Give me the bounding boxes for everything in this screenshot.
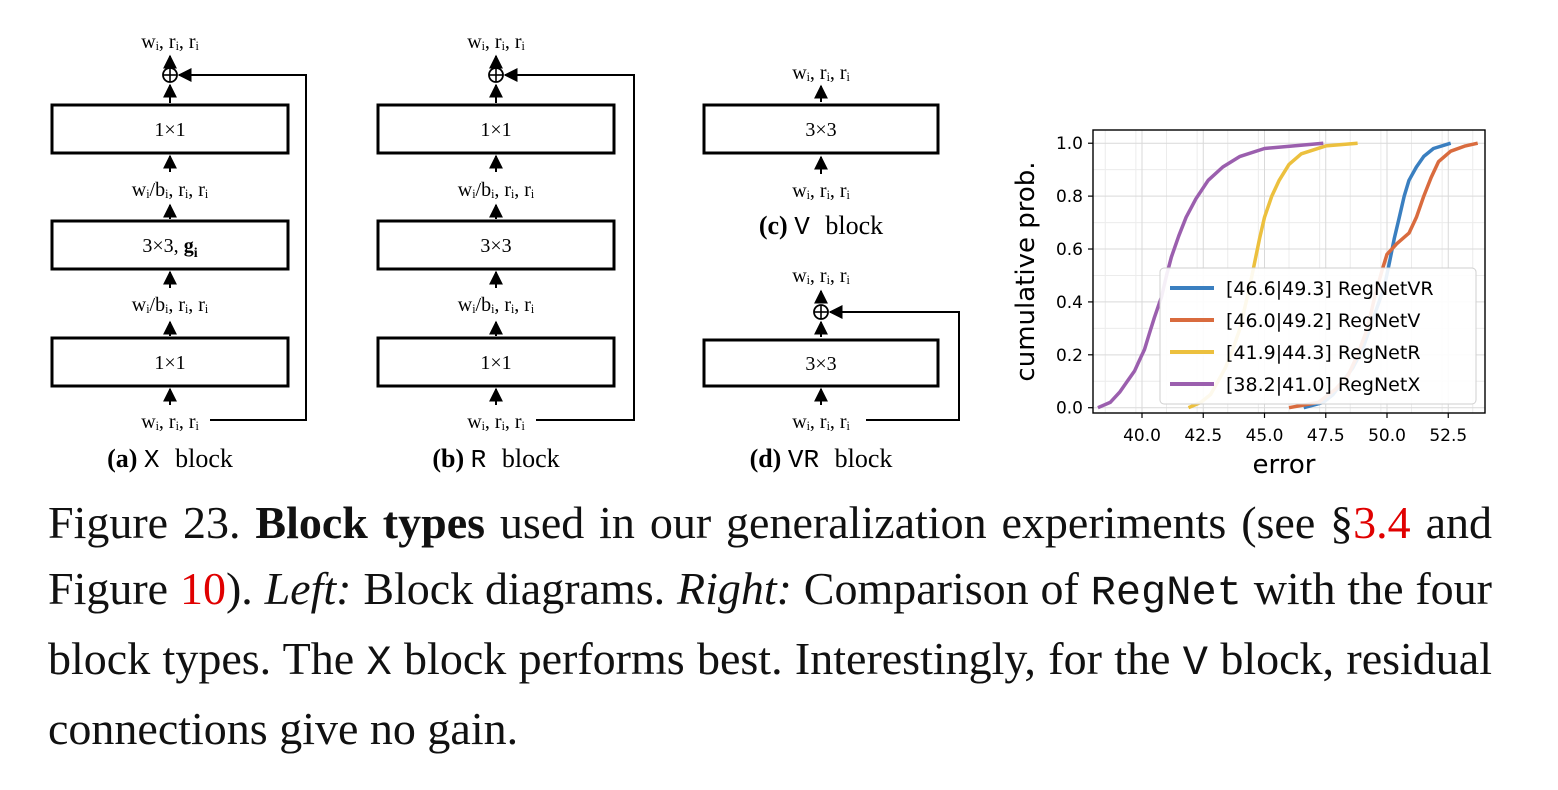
caption-figure-label: Figure 23. bbox=[48, 497, 256, 548]
figure-caption: Figure 23. Block types used in our gener… bbox=[48, 490, 1492, 762]
y-tick-label-4: 0.8 bbox=[1056, 187, 1083, 207]
plot-frame bbox=[1092, 129, 1486, 414]
block-r-title: (b) R block bbox=[432, 444, 559, 475]
block-r-conv3x3-box bbox=[376, 219, 616, 271]
y-tick-label-0: 0.0 bbox=[1056, 399, 1083, 419]
block-x-conv1x1-top-label: 1×1 bbox=[154, 119, 185, 141]
block-r-conv3x3-label: 3×3 bbox=[480, 235, 511, 257]
x-axis-label: error bbox=[1253, 450, 1316, 480]
block-x-output-label: wᵢ, rᵢ, rᵢ bbox=[141, 31, 199, 53]
caption-text-3: ). bbox=[225, 563, 265, 614]
x-tick-label-4: 50.0 bbox=[1368, 426, 1406, 446]
cumulative-error-chart: 40.0 42.5 45.0 47.5 50.0 52.5 0.0 0.2 0.4 0.6 0.8 1… bbox=[1011, 129, 1486, 480]
caption-x-block-name: X bbox=[366, 639, 392, 687]
caption-section-ref[interactable]: 3.4 bbox=[1353, 497, 1411, 548]
caption-text-4: Block diagrams. bbox=[351, 563, 677, 614]
block-vr-conv3x3-box bbox=[702, 338, 940, 388]
block-r-bottleneck-label-1: wᵢ/bᵢ, rᵢ, rᵢ bbox=[458, 179, 535, 201]
block-vr-output-label: wᵢ, rᵢ, rᵢ bbox=[792, 265, 850, 287]
block-r-conv1x1-bottom-label: 1×1 bbox=[480, 352, 511, 374]
caption-v-block-name: V bbox=[1182, 639, 1208, 687]
block-v-conv3x3-label: 3×3 bbox=[805, 119, 836, 141]
block-vr-input-label: wᵢ, rᵢ, rᵢ bbox=[792, 411, 850, 433]
caption-text-7: block performs best. Interestingly, for … bbox=[391, 633, 1183, 684]
block-x-sum-node bbox=[162, 67, 178, 83]
block-r-conv1x1-top-box bbox=[376, 103, 616, 155]
caption-figure-ref[interactable]: 10 bbox=[179, 563, 226, 614]
y-tick-label-2: 0.4 bbox=[1056, 293, 1083, 313]
block-r-sum-node bbox=[488, 67, 504, 83]
caption-text-6: with the four block types. The bbox=[48, 563, 1492, 684]
y-tick-label-3: 0.6 bbox=[1056, 240, 1083, 260]
block-x-conv1x1-bottom-box bbox=[50, 336, 290, 388]
y-tick-label-1: 0.2 bbox=[1056, 346, 1083, 366]
x-tick-label-1: 42.5 bbox=[1184, 426, 1222, 446]
legend-entry-2: [41.9|44.3] RegNetR bbox=[1226, 342, 1421, 364]
block-x-conv1x1-top-box bbox=[50, 103, 290, 155]
block-r-conv1x1-top-label: 1×1 bbox=[480, 119, 511, 141]
block-r-conv1x1-bottom-box bbox=[376, 336, 616, 388]
block-vr-conv3x3-label: 3×3 bbox=[805, 353, 836, 375]
block-v-title: (c) V block bbox=[759, 211, 883, 242]
block-r-bottleneck-label-2: wᵢ/bᵢ, rᵢ, rᵢ bbox=[458, 294, 535, 316]
block-x-skip-connection bbox=[177, 68, 307, 421]
block-vr-sum-node bbox=[813, 304, 829, 320]
block-diagrams: wᵢ, rᵢ, rᵢ 1×1 wᵢ/bᵢ, rᵢ, rᵢ 3×3, gi wᵢ/bᵢ, … bbox=[50, 31, 960, 475]
block-r-skip-connection bbox=[503, 68, 635, 421]
legend-entry-1: [46.0|49.2] RegNetV bbox=[1226, 310, 1420, 332]
x-tick-label-2: 45.0 bbox=[1246, 426, 1284, 446]
legend-box bbox=[1159, 267, 1477, 405]
x-tick-label-5: 52.5 bbox=[1429, 426, 1467, 446]
block-x-bottleneck-label-1: wᵢ/bᵢ, rᵢ, rᵢ bbox=[132, 179, 209, 201]
caption-left-label: Left: bbox=[264, 563, 352, 614]
caption-bold-title: Block types bbox=[255, 497, 486, 548]
block-x-title: (a) X block bbox=[107, 444, 233, 475]
x-tick-label-3: 47.5 bbox=[1307, 426, 1345, 446]
block-v-output-label: wᵢ, rᵢ, rᵢ bbox=[792, 62, 850, 84]
y-axis-label: cumulative prob. bbox=[1011, 161, 1041, 381]
x-tick-label-0: 40.0 bbox=[1123, 426, 1161, 446]
block-x-conv3x3-label: 3×3, gi bbox=[142, 235, 197, 261]
caption-text-5: Comparison of bbox=[791, 563, 1091, 614]
block-x-bottleneck-label-2: wᵢ/bᵢ, rᵢ, rᵢ bbox=[132, 294, 209, 316]
y-tick-label-5: 1.0 bbox=[1056, 134, 1083, 154]
legend-entry-3: [38.2|41.0] RegNetX bbox=[1226, 374, 1420, 396]
block-v-input-label: wᵢ, rᵢ, rᵢ bbox=[792, 180, 850, 202]
block-vr-title: (d) VR block bbox=[750, 444, 893, 475]
block-x-conv3x3-box bbox=[50, 219, 290, 271]
block-v-conv3x3-box bbox=[702, 103, 940, 155]
caption-regnet-name: RegNet bbox=[1090, 569, 1242, 617]
block-r-input-label: wᵢ, rᵢ, rᵢ bbox=[467, 411, 525, 433]
legend-entry-0: [46.6|49.3] RegNetVR bbox=[1226, 278, 1434, 300]
block-vr-skip-connection bbox=[828, 305, 960, 421]
caption-text-1: used in our generalization experiments (… bbox=[485, 497, 1354, 548]
block-x-conv1x1-bottom-label: 1×1 bbox=[154, 352, 185, 374]
block-x-input-label: wᵢ, rᵢ, rᵢ bbox=[141, 411, 199, 433]
caption-right-label: Right: bbox=[676, 563, 792, 614]
caption-text-8: block, residual connections give no gain… bbox=[48, 633, 1492, 754]
caption-text-2: and Figure bbox=[48, 497, 1492, 614]
block-r-output-label: wᵢ, rᵢ, rᵢ bbox=[467, 31, 525, 53]
